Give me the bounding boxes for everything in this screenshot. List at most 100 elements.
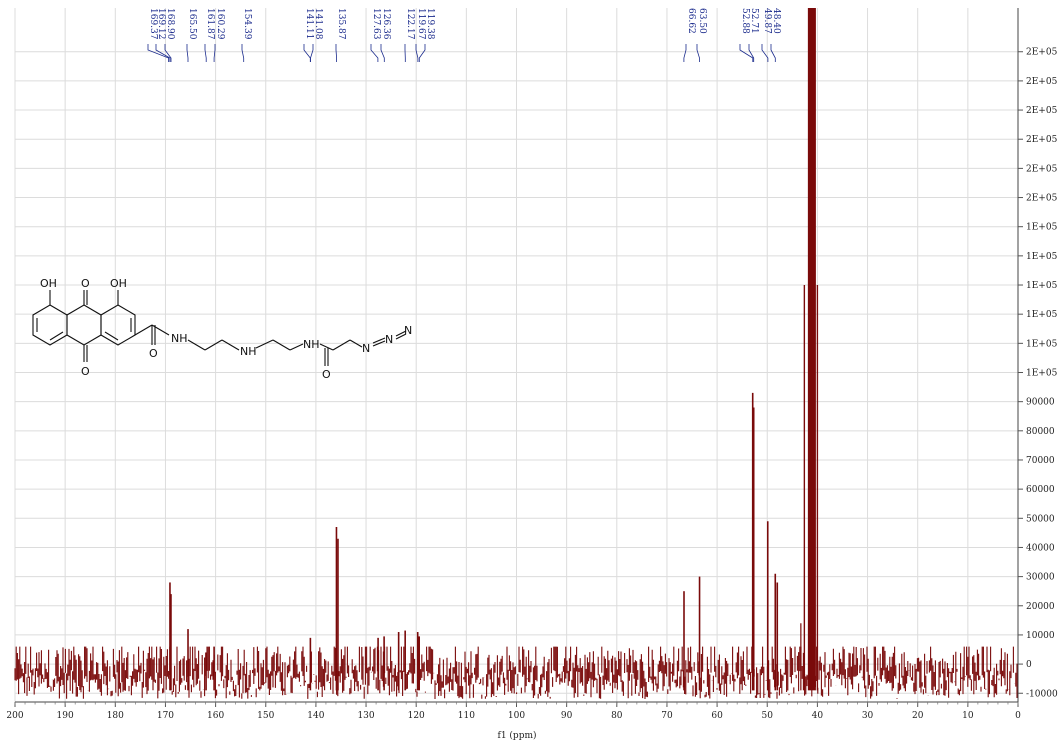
peak-label: 135.87 (336, 8, 346, 40)
x-tick-label: 170 (157, 711, 174, 721)
y-tick-label: 30000 (1026, 573, 1055, 583)
structure-bond (372, 340, 386, 347)
peak-label: 160.29 (215, 8, 225, 40)
peak-label: 63.50 (697, 8, 707, 34)
y-tick-label: 10000 (1026, 631, 1055, 641)
structure-bond (204, 339, 223, 351)
atom-label: NH (171, 332, 188, 345)
x-tick-label: 60 (711, 711, 723, 721)
solvent-peak (807, 8, 816, 691)
x-tick-label: 50 (762, 711, 774, 721)
y-axis-ticks: 2E+05 2E+05 2E+05 2E+05 2E+05 2E+05 1E+05 1E+05… (1018, 48, 1058, 699)
y-tick-label: 1E+05 (1026, 339, 1058, 349)
structure-ring-right (100, 304, 136, 346)
structure-bond (134, 324, 153, 336)
peak-leader-line (748, 44, 755, 62)
structure-bond (49, 331, 64, 341)
grid-lines (14, 8, 1019, 702)
x-tick-label: 0 (1015, 711, 1021, 721)
y-tick-label: 70000 (1026, 456, 1055, 466)
peak-label: 168.90 (165, 8, 175, 40)
structure-ring-middle (66, 304, 102, 346)
atom-label: N (385, 333, 393, 346)
peak-leader-line (213, 44, 216, 62)
peak-leader-line (770, 44, 776, 62)
x-axis-label: f1 (ppm) (498, 730, 537, 741)
peak-label: 122.17 (405, 8, 415, 40)
structure-ring-left (32, 304, 68, 346)
x-tick-label: 120 (408, 711, 425, 721)
y-tick-label: 1E+05 (1026, 368, 1058, 378)
x-tick-label: 130 (357, 711, 374, 721)
structure-bond (349, 339, 363, 348)
y-tick-label: 2E+05 (1026, 194, 1058, 204)
atom-label: NH (303, 338, 320, 351)
x-tick-label: 150 (257, 711, 274, 721)
structure-bond (289, 343, 304, 351)
y-tick-label: 40000 (1026, 543, 1055, 553)
peak-label: 119.67 (416, 8, 426, 40)
y-tick-label: 60000 (1026, 485, 1055, 495)
structure-bond (395, 330, 407, 337)
structure-bond (332, 339, 351, 351)
y-tick-label: 1E+05 (1026, 252, 1058, 262)
peak-leader-line (418, 44, 426, 62)
peak-leader-line (415, 44, 419, 62)
structure-bond (187, 339, 206, 351)
peak-label: 141.11 (304, 8, 314, 40)
x-tick-label: 80 (611, 711, 623, 721)
peak-leader-line (186, 44, 189, 62)
peak-leader-line (164, 44, 172, 62)
structure-atom-labels: OH O OH O NH O NH NH O N N N (40, 277, 412, 381)
x-tick-label: 20 (912, 711, 924, 721)
x-tick-label: 200 (6, 711, 23, 721)
y-tick-label: 2E+05 (1026, 77, 1058, 87)
y-tick-label: 1E+05 (1026, 223, 1058, 233)
x-tick-label: 110 (458, 711, 475, 721)
y-tick-label: -10000 (1026, 689, 1058, 699)
peak-leader-line (241, 44, 245, 62)
y-tick-label: 2E+05 (1026, 164, 1058, 174)
structure-bond (104, 331, 119, 341)
structure-bond (255, 339, 274, 349)
x-tick-label: 70 (661, 711, 673, 721)
atom-label: N (404, 324, 412, 337)
y-tick-label: 1E+05 (1026, 310, 1058, 320)
y-tick-label: 50000 (1026, 514, 1055, 524)
peak-label: 66.62 (686, 8, 696, 34)
peak-label: 161.87 (205, 8, 215, 40)
y-tick-label: 20000 (1026, 602, 1055, 612)
peak-label: 169.12 (156, 8, 166, 40)
atom-label: O (81, 277, 90, 290)
atom-label: OH (110, 277, 127, 290)
peak-label: 169.37 (148, 8, 158, 40)
y-tick-label: 2E+05 (1026, 48, 1058, 58)
x-tick-label: 160 (207, 711, 224, 721)
y-tick-label: 2E+05 (1026, 135, 1058, 145)
peak-label: 154.39 (242, 8, 252, 40)
y-tick-label: 0 (1026, 660, 1032, 670)
x-axis-ticks: 200 190 180 170 160 150 140 130 120 110 100 90 80 70 6… (6, 702, 1021, 721)
structure-bond (272, 339, 291, 351)
peak-leader-line (696, 44, 700, 62)
peak-leader-line (155, 44, 171, 62)
x-tick-label: 180 (107, 711, 124, 721)
peak-leader-line (204, 44, 207, 62)
y-tick-label: 80000 (1026, 427, 1055, 437)
x-tick-label: 90 (561, 711, 573, 721)
peak-label: 165.50 (187, 8, 197, 40)
peak-label: 119.38 (425, 8, 435, 40)
x-tick-label: 10 (962, 711, 974, 721)
peak-leader-line (147, 44, 169, 62)
structure-bond (221, 339, 240, 351)
peak-label: 49.87 (762, 8, 772, 34)
peak-leader-line (739, 44, 754, 62)
y-tick-label: 1E+05 (1026, 281, 1058, 291)
peak-leader-line (303, 44, 311, 62)
y-tick-label: 2E+05 (1026, 106, 1058, 116)
x-tick-label: 40 (812, 711, 824, 721)
peak-leader-line (335, 44, 337, 62)
peak-label: 52.88 (740, 8, 750, 34)
peak-label: 52.71 (749, 8, 759, 34)
